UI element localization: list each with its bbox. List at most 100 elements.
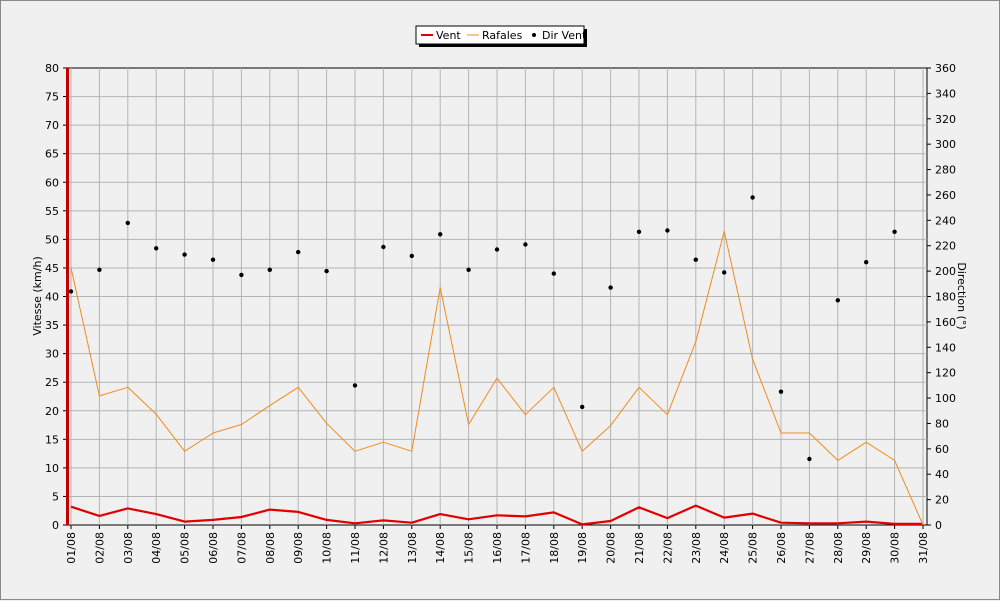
x-tick-label: 03/08 (122, 532, 135, 564)
dir-vent-point (352, 383, 358, 388)
y-tick-label: 30 (45, 348, 59, 361)
x-tick-label: 15/08 (463, 532, 476, 564)
dir-vent-point (636, 229, 642, 234)
dir-vent-point (693, 257, 698, 262)
legend-box (415, 25, 585, 45)
y2-tick-label: 0 (935, 519, 942, 532)
dir-vent-point (580, 404, 585, 410)
x-tick-label: 31/08 (917, 532, 930, 564)
y-axis-title: Vitesse (km/h) (31, 256, 44, 336)
dir-vent-point (239, 272, 244, 278)
x-tick-label: 12/08 (377, 532, 390, 564)
y-tick-label: 15 (45, 433, 59, 446)
x-tick-label: 04/08 (150, 532, 163, 564)
y-tick-label: 20 (45, 405, 59, 418)
left-axis-ticks: 0 5 10 15 20 25 30 35 40 45 50 55 60 65 70 75 80 (45, 62, 67, 532)
dir-vent-point (267, 267, 272, 272)
y2-tick-label: 280 (935, 164, 956, 177)
legend-vent-label: Vent (436, 29, 461, 42)
y-tick-label: 45 (45, 262, 59, 275)
dir-vent-point (466, 267, 471, 272)
x-tick-label: 26/08 (775, 532, 788, 564)
x-tick-label: 22/08 (661, 532, 674, 564)
y2-tick-label: 340 (935, 87, 956, 100)
x-tick-label: 06/08 (207, 532, 220, 564)
dir-vent-point (722, 270, 727, 275)
x-tick-label: 18/08 (548, 532, 561, 564)
y2-tick-label: 180 (935, 291, 956, 304)
dir-vent-point (381, 244, 386, 250)
dir-vent-point (778, 389, 784, 394)
dir-vent-point (807, 456, 812, 462)
dir-vent-point (324, 268, 329, 274)
x-tick-label: 13/08 (406, 532, 419, 564)
x-tick-label: 25/08 (747, 532, 760, 564)
x-axis-ticks: 01/08 02/08 03/08 04/08 05/08 06/08 07/08 08/08… (65, 525, 930, 564)
dir-vent-point (438, 232, 443, 237)
x-tick-label: 28/08 (832, 532, 845, 564)
y2-tick-label: 80 (935, 417, 949, 430)
y2-tick-label: 240 (935, 214, 956, 227)
legend-rafales-label: Rafales (482, 29, 523, 42)
dir-vent-point (892, 229, 897, 234)
dir-vent-point (97, 267, 102, 272)
y2-tick-label: 140 (935, 341, 956, 354)
x-tick-label: 24/08 (718, 532, 731, 564)
y2-tick-label: 20 (935, 494, 949, 507)
y-tick-label: 10 (45, 462, 59, 475)
x-tick-label: 23/08 (690, 532, 703, 564)
series-layer (68, 195, 924, 526)
y2-tick-label: 260 (935, 189, 956, 202)
right-axis-ticks: 0 20 40 60 80 100 120 140 160 180 200 220 240 260 280 3… (927, 62, 956, 532)
dir-vent-point (551, 271, 556, 276)
y-tick-label: 25 (45, 376, 59, 389)
x-tick-label: 19/08 (576, 532, 589, 564)
y2-axis-title: Direction (°) (955, 262, 968, 329)
dir-vent-point (523, 242, 528, 247)
dir-vent-point (494, 247, 500, 252)
x-tick-label: 16/08 (491, 532, 504, 564)
y-tick-label: 60 (45, 176, 59, 189)
left-axis-bar (66, 68, 69, 525)
y-tick-label: 0 (52, 519, 59, 532)
series-vent-line (70, 504, 923, 526)
y2-tick-label: 300 (935, 138, 956, 151)
x-tick-label: 07/08 (235, 532, 248, 564)
y2-tick-label: 40 (935, 468, 949, 481)
y-tick-label: 50 (45, 233, 59, 246)
dir-vent-point (210, 257, 216, 262)
y2-tick-label: 220 (935, 240, 956, 253)
dir-vent-point (835, 298, 840, 303)
x-tick-label: 29/08 (860, 532, 873, 564)
x-tick-label: 09/08 (292, 532, 305, 564)
legend-dir-marker (532, 33, 536, 37)
dir-vent-point (296, 249, 301, 255)
x-tick-label: 14/08 (434, 532, 447, 564)
x-tick-label: 30/08 (889, 532, 902, 564)
legend-dir-label: Dir Vent (542, 29, 587, 42)
y2-tick-label: 360 (935, 62, 956, 75)
dir-vent-point (608, 285, 613, 290)
y-tick-label: 40 (45, 291, 59, 304)
y-tick-label: 65 (45, 148, 59, 161)
series-rafales-line (70, 230, 924, 526)
x-tick-label: 21/08 (633, 532, 646, 564)
dir-vent-point (750, 195, 755, 200)
y2-tick-label: 60 (935, 443, 949, 456)
y2-tick-label: 100 (935, 392, 956, 405)
dir-vent-point (182, 252, 187, 257)
x-tick-label: 01/08 (65, 532, 78, 564)
y2-tick-label: 200 (935, 265, 956, 278)
x-tick-label: 08/08 (264, 532, 277, 564)
y-tick-label: 35 (45, 319, 59, 332)
x-tick-label: 02/08 (93, 532, 106, 564)
y-tick-label: 70 (45, 119, 59, 132)
dir-vent-point (409, 253, 414, 259)
dir-vent-point (68, 289, 74, 294)
dir-vent-point (125, 220, 130, 226)
y2-tick-label: 320 (935, 113, 956, 126)
x-tick-label: 11/08 (349, 532, 362, 564)
dir-vent-point (665, 228, 670, 233)
